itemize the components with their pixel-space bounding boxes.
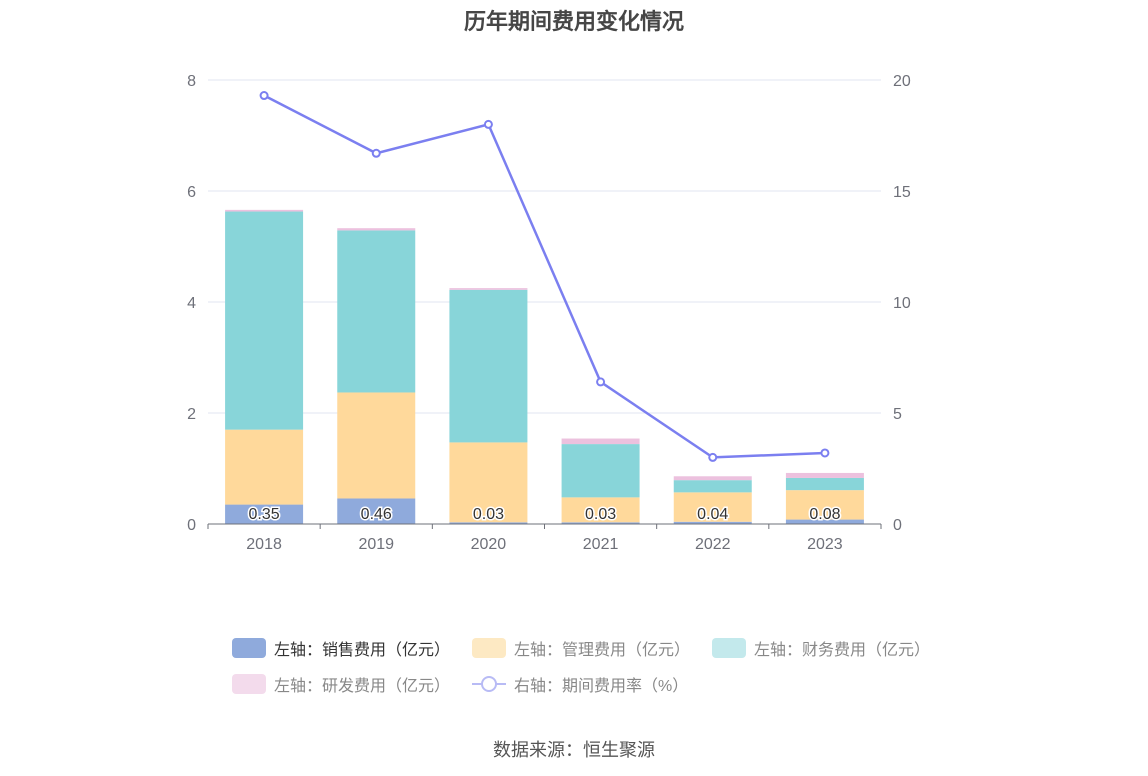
right-axis-tick-label: 15 — [893, 184, 911, 201]
right-axis-tick-label: 0 — [893, 517, 902, 534]
bar-data-label: 0.03 — [473, 506, 504, 523]
left-axis-tick-label: 0 — [187, 517, 196, 534]
legend-row-2: 左轴：研发费用（亿元） 右轴：期间费用率（%） — [232, 672, 688, 696]
legend-swatch-rd — [232, 674, 266, 694]
bar-segment-finance — [561, 444, 640, 498]
legend-swatch-admin — [472, 638, 507, 658]
right-axis-tick-label: 10 — [893, 295, 911, 312]
bar-segment-admin — [337, 392, 416, 499]
bar-segment-rd — [225, 209, 304, 212]
bar-segment-finance — [673, 480, 752, 493]
bar-segment-rd — [561, 438, 640, 445]
bar-segment-admin — [561, 497, 640, 523]
bar-segment-sales — [337, 498, 416, 524]
legend-row-1: 左轴：销售费用（亿元） 左轴：管理费用（亿元） 左轴：财务费用（亿元） — [232, 636, 930, 660]
bar-data-label: 0.03 — [585, 506, 616, 523]
bar-segment-admin — [225, 429, 304, 505]
bar-segment-rd — [785, 472, 864, 478]
bar-segment-finance — [785, 477, 864, 491]
line-point — [596, 377, 606, 387]
left-axis-tick-label: 4 — [187, 295, 196, 312]
legend-item-rate[interactable]: 右轴：期间费用率（%） — [472, 672, 688, 696]
bar-data-label: 0.35 — [249, 506, 280, 523]
line-point — [259, 91, 269, 101]
bar-data-label: 0.08 — [809, 506, 840, 523]
bar-data-label: 0.46 — [361, 506, 392, 523]
line-point — [483, 119, 493, 129]
bar-segment-finance — [449, 289, 528, 443]
bar-segment-admin — [449, 442, 528, 523]
bar-segment-sales — [449, 522, 528, 524]
left-axis-tick-label: 6 — [187, 184, 196, 201]
legend-item-finance[interactable]: 左轴：财务费用（亿元） — [712, 636, 930, 660]
right-axis-tick-label: 20 — [893, 73, 911, 90]
legend-swatch-sales — [232, 638, 266, 658]
legend-label-admin: 左轴：管理费用（亿元） — [514, 642, 691, 659]
data-source: 数据来源：恒生聚源 — [493, 740, 655, 760]
bar-segment-finance — [225, 211, 304, 430]
line-point — [708, 452, 718, 462]
left-axis-tick-label: 2 — [187, 406, 196, 423]
legend-label-rd: 左轴：研发费用（亿元） — [274, 678, 451, 695]
chart-canvas: 0 2 4 6 8 0 5 10 15 20 2018 2019 2020 2021 2022 2023 0.3… — [187, 73, 911, 553]
legend-item-rd[interactable]: 左轴：研发费用（亿元） — [232, 672, 450, 696]
legend-label-sales: 左轴：销售费用（亿元） — [274, 642, 451, 659]
chart-title: 历年期间费用变化情况 — [463, 9, 684, 34]
bar-segment-sales — [225, 504, 304, 524]
bar-segment-rd — [337, 228, 416, 231]
bar-segment-admin — [785, 490, 864, 520]
bar-data-label: 0.04 — [697, 506, 728, 523]
bar-segment-rd — [673, 476, 752, 481]
line-point — [371, 148, 381, 158]
x-axis-tick-label: 2021 — [583, 536, 619, 553]
legend-swatch-finance — [712, 638, 747, 658]
bar-segment-sales — [673, 521, 752, 524]
right-axis-tick-label: 5 — [893, 406, 902, 423]
legend-label-finance: 左轴：财务费用（亿元） — [754, 642, 931, 659]
x-axis-tick-label: 2023 — [807, 536, 843, 553]
legend-swatch-rate — [472, 674, 507, 694]
bar-segment-sales — [561, 522, 640, 524]
x-axis-tick-label: 2019 — [358, 536, 394, 553]
legend-item-sales[interactable]: 左轴：销售费用（亿元） — [232, 636, 450, 660]
line-point — [820, 448, 830, 458]
bar-segment-rd — [449, 288, 528, 290]
x-axis-tick-label: 2022 — [695, 536, 731, 553]
legend-label-rate: 右轴：期间费用率（%） — [514, 678, 689, 695]
left-axis-tick-label: 8 — [187, 73, 196, 90]
x-axis-tick-label: 2018 — [246, 536, 282, 553]
bar-segment-admin — [673, 492, 752, 522]
bar-segment-finance — [337, 230, 416, 393]
bar-segment-sales — [785, 519, 864, 524]
x-axis-tick-label: 2020 — [471, 536, 507, 553]
line-rate — [263, 94, 825, 459]
legend-item-admin[interactable]: 左轴：管理费用（亿元） — [472, 636, 690, 660]
